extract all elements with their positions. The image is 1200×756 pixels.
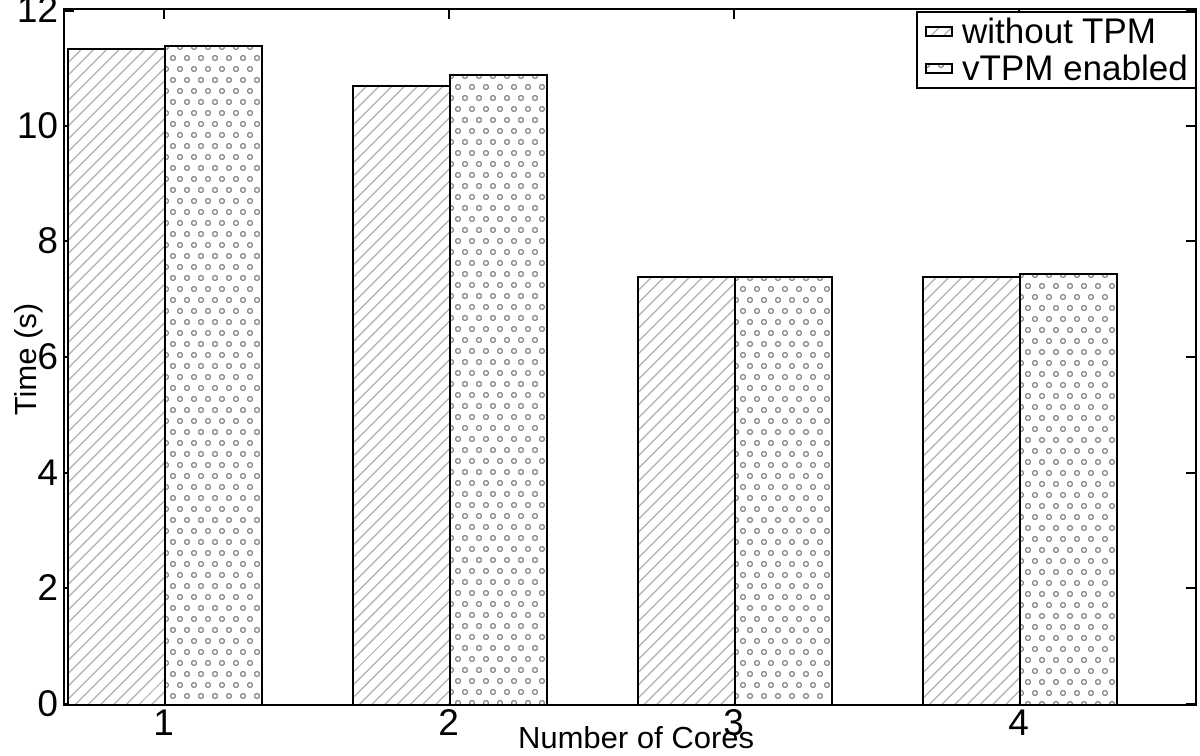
bar-vtpm-enabled-core-3 [733, 276, 833, 706]
y-tick-label: 6 [37, 336, 58, 377]
y-tick-label: 4 [37, 451, 58, 493]
right-axis-tick [1186, 124, 1195, 127]
bar-without-tpm-core-1 [66, 47, 166, 706]
legend: without TPM vTPM enabled [916, 11, 1197, 89]
legend-entry-vtpm-enabled: vTPM enabled [925, 50, 1195, 87]
right-axis-tick [1186, 471, 1195, 474]
plot-area [63, 8, 1197, 706]
y-tick-label: 2 [37, 567, 58, 609]
dotted-circles-swatch-icon [925, 63, 953, 74]
x-tick-label: 1 [153, 702, 174, 743]
y-tick-label: 0 [37, 683, 58, 724]
right-axis-tick [1186, 356, 1195, 358]
bar-without-tpm-core-4 [921, 276, 1021, 706]
y-tick-label: 10 [16, 104, 58, 146]
x-tick-label: 3 [723, 702, 744, 743]
legend-label: vTPM enabled [962, 49, 1188, 88]
y-tick-label: 12 [16, 0, 58, 30]
x-tick-label: 2 [438, 702, 459, 743]
right-axis-tick [1186, 587, 1195, 590]
diagonal-hatch-swatch-icon [925, 26, 953, 37]
legend-label: without TPM [962, 12, 1156, 51]
right-axis-tick [1186, 703, 1195, 705]
bar-vtpm-enabled-core-4 [1018, 273, 1118, 706]
bar-vtpm-enabled-core-2 [448, 73, 548, 706]
top-axis-tick [732, 10, 735, 19]
x-tick-label: 4 [1008, 702, 1029, 743]
bar-without-tpm-core-2 [351, 85, 451, 706]
left-axis-tick [65, 10, 74, 12]
bar-vtpm-enabled-core-1 [163, 44, 263, 706]
top-axis-tick [162, 10, 165, 19]
legend-entry-without-tpm: without TPM [925, 13, 1195, 50]
y-tick-label: 8 [37, 220, 58, 262]
x-axis-title: Number of Cores [517, 720, 755, 755]
right-axis-tick [1186, 240, 1195, 243]
top-axis-tick [447, 10, 450, 19]
bar-without-tpm-core-3 [636, 276, 736, 706]
